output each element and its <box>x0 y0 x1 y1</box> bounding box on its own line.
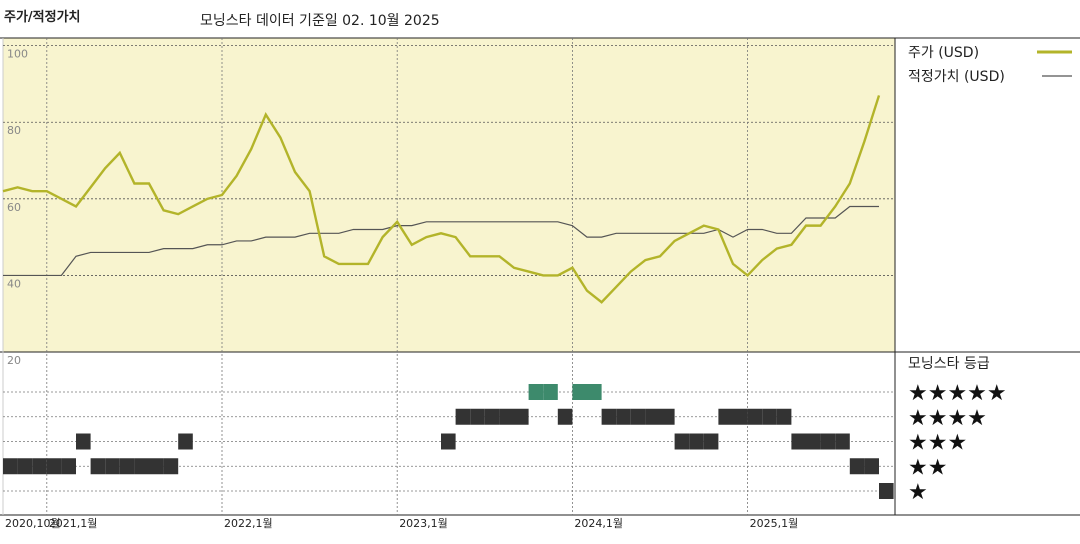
rating-label: ★ <box>908 480 928 505</box>
rating-title: 모닝스타 등급 <box>908 356 990 372</box>
rating-label: ★★★★★ <box>908 381 1007 406</box>
rating-bar <box>441 433 456 450</box>
rating-bar <box>3 458 18 475</box>
rating-bar <box>119 458 135 475</box>
rating-bar <box>543 384 558 400</box>
rating-bar <box>703 433 719 450</box>
rating-bar <box>820 433 836 450</box>
series-line <box>3 205 879 277</box>
rating-bar <box>46 458 62 475</box>
rating-bar <box>849 458 865 475</box>
rating-bar <box>733 408 748 425</box>
rating-bar <box>776 408 792 425</box>
x-tick-label: 2025,1월 <box>750 517 799 530</box>
rating-bar <box>32 458 47 475</box>
rating-bar <box>645 408 660 425</box>
rating-bar <box>616 408 631 425</box>
y-tick-label: 60 <box>7 201 21 214</box>
x-tick-label: 2024,1월 <box>574 517 623 530</box>
x-tick-label: 2022,1월 <box>224 517 273 530</box>
rating-bar <box>689 433 704 450</box>
rating-bar <box>470 408 485 425</box>
rating-bar <box>762 408 777 425</box>
rating-bar <box>163 458 179 475</box>
rating-bar <box>747 408 763 425</box>
rating-bar <box>149 458 164 475</box>
rating-bar <box>17 458 33 475</box>
rating-bar <box>514 408 529 425</box>
rating-bar <box>835 433 850 450</box>
rating-label: ★★★ <box>908 431 967 456</box>
rating-bar <box>499 408 514 425</box>
x-tick-label: 2023,1월 <box>399 517 448 530</box>
rating-label: ★★★★ <box>908 406 987 431</box>
rating-bar <box>601 408 617 425</box>
rating-bar <box>76 433 91 450</box>
y-tick-label: 20 <box>7 354 21 367</box>
rating-bar <box>864 458 879 475</box>
rating-bar <box>134 458 149 475</box>
rating-bar <box>61 458 76 475</box>
series-line <box>2 95 881 304</box>
rating-bar <box>660 408 675 425</box>
chart-title: 주가/적정가치 <box>4 9 81 25</box>
rating-bar <box>587 384 602 400</box>
rating-bar <box>806 433 821 450</box>
rating-bar <box>528 384 544 400</box>
rating-bar <box>718 408 733 425</box>
rating-bar <box>90 458 106 475</box>
rating-bar <box>557 408 573 425</box>
y-tick-label: 80 <box>7 124 21 137</box>
rating-bar <box>484 408 500 425</box>
plot-background <box>3 38 895 352</box>
rating-label: ★★ <box>908 455 947 480</box>
y-tick-label: 40 <box>7 277 21 290</box>
y-tick-label: 100 <box>7 48 28 61</box>
x-tick-label: 2020,10월 <box>5 517 61 530</box>
rating-bar <box>572 384 587 400</box>
rating-bar <box>791 433 806 450</box>
rating-bar <box>455 408 471 425</box>
rating-bar <box>105 458 120 475</box>
rating-bar <box>674 433 690 450</box>
x-tick-label: 2021,1월 <box>49 517 98 530</box>
legend-label: 주가 (USD) <box>908 45 979 61</box>
legend-label: 적정가치 (USD) <box>908 69 1005 85</box>
rating-bar <box>630 408 646 425</box>
rating-bar <box>178 433 193 450</box>
rating-bar <box>879 483 894 499</box>
chart-subtitle: 모닝스타 데이터 기준일 02. 10월 2025 <box>200 13 440 29</box>
